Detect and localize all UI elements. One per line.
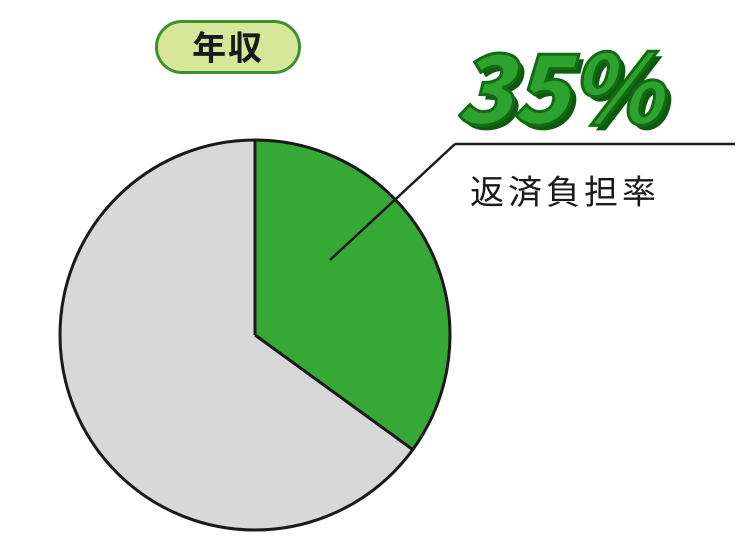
income-badge-text: 年収 <box>192 21 264 70</box>
income-badge: 年収 <box>155 20 301 74</box>
infographic-stage: 年収 35% 35% 返済負担率 <box>0 0 750 550</box>
repayment-ratio-label: 返済負担率 <box>470 165 660 214</box>
repayment-ratio-text: 返済負担率 <box>470 165 660 214</box>
percentage-text: 35% <box>455 35 661 131</box>
